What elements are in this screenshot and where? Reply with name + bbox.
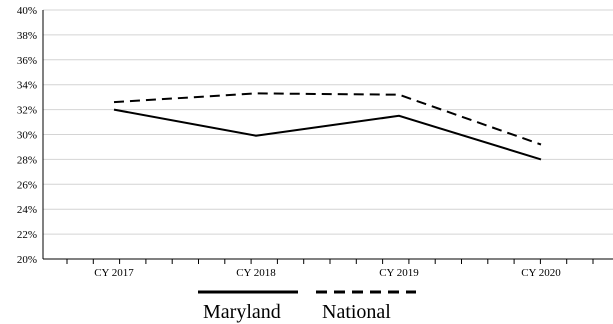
y-tick-label: 24% bbox=[17, 204, 37, 216]
y-tick-label: 34% bbox=[17, 80, 37, 92]
x-tick-label: CY 2017 bbox=[94, 267, 134, 279]
y-tick-label: 32% bbox=[17, 105, 37, 117]
x-tick-label: CY 2019 bbox=[379, 267, 419, 279]
series-line-maryland bbox=[113, 108, 542, 161]
y-tick-label: 36% bbox=[17, 55, 37, 67]
y-tick-label: 40% bbox=[17, 5, 37, 17]
y-tick-label: 26% bbox=[17, 179, 37, 191]
legend: Maryland National bbox=[198, 290, 416, 323]
y-tick-label: 20% bbox=[17, 254, 37, 266]
legend-label-national: National bbox=[322, 301, 391, 323]
series-line-national bbox=[113, 92, 542, 146]
legend-label-maryland: Maryland bbox=[203, 301, 281, 323]
y-tick-label: 38% bbox=[17, 30, 37, 42]
y-tick-label: 30% bbox=[17, 130, 37, 142]
y-tick-label: 28% bbox=[17, 154, 37, 166]
y-axis-tick-labels: 20% 22% 24% 26% 28% 30% 32% 34% 36% 38% 40% bbox=[17, 5, 37, 266]
x-tick-label: CY 2020 bbox=[521, 267, 561, 279]
axes bbox=[42, 10, 613, 264]
series-lines bbox=[113, 92, 542, 161]
x-tick-label: CY 2018 bbox=[236, 267, 276, 279]
gridlines bbox=[43, 9, 613, 235]
x-axis-tick-labels: CY 2017 CY 2018 CY 2019 CY 2020 bbox=[94, 267, 561, 279]
y-tick-label: 22% bbox=[17, 229, 37, 241]
